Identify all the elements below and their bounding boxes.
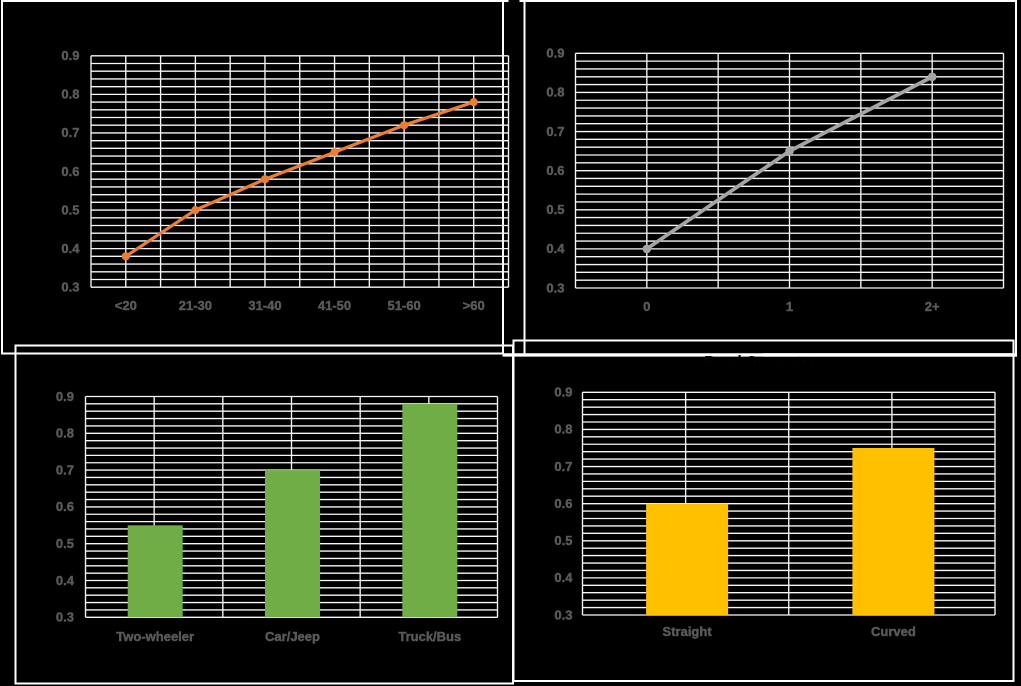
svg-text:2+: 2+: [925, 299, 940, 314]
svg-text:0.5: 0.5: [554, 533, 572, 548]
svg-text:0.3: 0.3: [56, 610, 74, 625]
svg-text:31-40: 31-40: [248, 298, 281, 313]
svg-text:Truck/Bus: Truck/Bus: [398, 629, 461, 644]
svg-text:0: 0: [643, 299, 650, 314]
svg-text:0.6: 0.6: [61, 164, 79, 179]
svg-text:Two-wheeler: Two-wheeler: [116, 629, 194, 644]
svg-text:21-30: 21-30: [179, 298, 212, 313]
svg-text:0.7: 0.7: [56, 462, 74, 477]
svg-text:Straight: Straight: [663, 624, 713, 639]
svg-text:Curved: Curved: [871, 624, 916, 639]
svg-text:0.9: 0.9: [61, 48, 79, 63]
svg-text:0.3: 0.3: [554, 607, 572, 622]
svg-text:0.9: 0.9: [554, 385, 572, 400]
svg-text:0.4: 0.4: [546, 241, 565, 256]
svg-text:0.6: 0.6: [56, 499, 74, 514]
svg-text:0.4: 0.4: [56, 573, 75, 588]
svg-text:0.4: 0.4: [61, 241, 80, 256]
svg-text:0.4: 0.4: [554, 570, 573, 585]
svg-text:0.8: 0.8: [546, 85, 564, 100]
svg-text:0.5: 0.5: [546, 202, 564, 217]
svg-text:0.9: 0.9: [546, 46, 564, 61]
svg-text:0.7: 0.7: [554, 459, 572, 474]
svg-text:0.3: 0.3: [61, 280, 79, 295]
svg-text:0.6: 0.6: [546, 163, 564, 178]
svg-text:0.3: 0.3: [546, 280, 564, 295]
svg-text:Car/Jeep: Car/Jeep: [265, 629, 320, 644]
svg-text:0.6: 0.6: [554, 496, 572, 511]
svg-text:0.8: 0.8: [554, 422, 572, 437]
svg-text:51-60: 51-60: [387, 298, 420, 313]
svg-text:41-50: 41-50: [318, 298, 351, 313]
svg-text:0.5: 0.5: [56, 536, 74, 551]
svg-text:>60: >60: [463, 298, 485, 313]
svg-text:<20: <20: [115, 298, 137, 313]
svg-text:0.7: 0.7: [61, 125, 79, 140]
svg-text:0.8: 0.8: [56, 426, 74, 441]
svg-text:0.9: 0.9: [56, 389, 74, 404]
svg-text:1: 1: [786, 299, 793, 314]
svg-text:0.7: 0.7: [546, 124, 564, 139]
svg-text:0.5: 0.5: [61, 202, 79, 217]
svg-text:Road Geometry: Road Geometry: [704, 353, 816, 370]
svg-text:0.8: 0.8: [61, 87, 79, 102]
